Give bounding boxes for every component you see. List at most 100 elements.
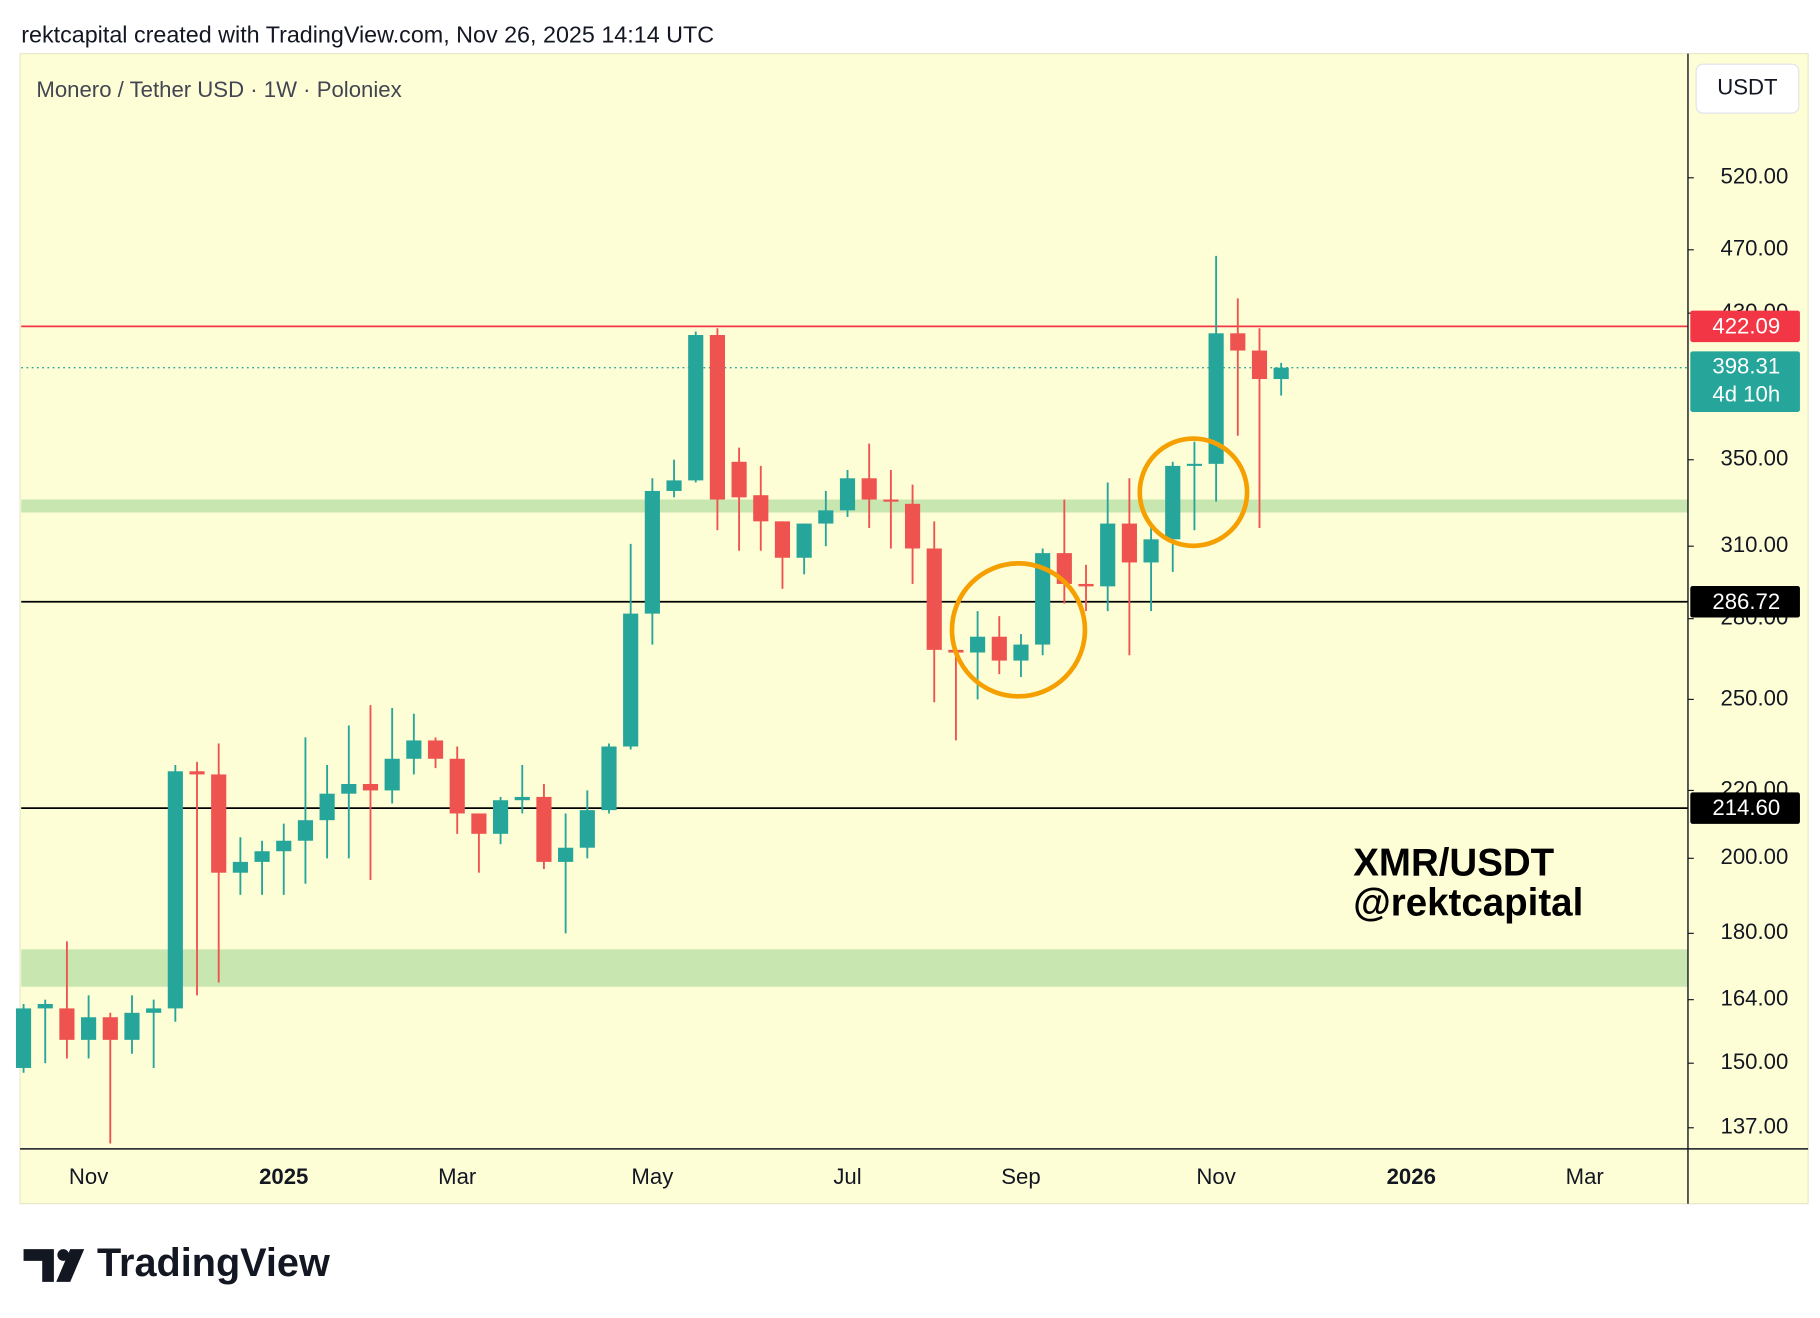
candle-body <box>1165 465 1181 540</box>
candle-body <box>1013 644 1029 661</box>
candle-body <box>796 523 812 558</box>
candle-body <box>362 783 379 791</box>
x-tick-label: Mar <box>438 1164 477 1189</box>
candle-body <box>970 636 986 653</box>
candle-body <box>37 1004 53 1009</box>
candle-body <box>492 800 509 834</box>
x-tick-label: Jul <box>833 1164 861 1189</box>
zones <box>21 499 1688 987</box>
candle-body <box>861 478 877 500</box>
x-axis: Nov 2025 Mar May Jul Sep Nov 2026 Mar <box>69 1164 1605 1189</box>
candle-body <box>146 1008 162 1013</box>
candle-body <box>1078 583 1094 587</box>
x-tick-label: Nov <box>69 1164 108 1189</box>
candle-body <box>1230 333 1246 351</box>
candle-body <box>839 478 856 511</box>
candle-body <box>232 861 248 873</box>
credit: rektcapital created with TradingView.com… <box>21 21 714 47</box>
price-tag <box>1690 351 1800 412</box>
price-tags: 422.09 398.31 4d 10h 286.72 214.60 <box>1690 310 1800 824</box>
price-tag <box>1690 792 1800 824</box>
candle-body <box>601 746 617 811</box>
candle-body <box>384 758 400 791</box>
candle-body <box>709 335 725 500</box>
y-tick-label: 520.00 <box>1720 164 1788 189</box>
candle-body <box>211 774 227 873</box>
candles <box>15 255 1289 1144</box>
brand: TradingView <box>97 1241 330 1285</box>
levels <box>21 325 1688 810</box>
candle-body <box>1251 350 1268 380</box>
annotation: @rektcapital <box>1353 881 1583 924</box>
price-tag-label: 214.60 <box>1712 795 1780 820</box>
y-tick-label: 150.00 <box>1720 1049 1788 1074</box>
candle-body <box>753 495 769 522</box>
y-tick-label: 137.00 <box>1720 1114 1788 1139</box>
price-tag-label: 422.09 <box>1712 313 1780 338</box>
candle-body <box>731 461 747 498</box>
chart-title: Monero / Tether USD · 1W · Poloniex <box>36 77 401 102</box>
currency: USDT <box>1717 75 1778 100</box>
candle-body <box>1273 367 1289 380</box>
candle-body <box>406 740 422 759</box>
x-tick-label: 2026 <box>1387 1164 1436 1189</box>
x-tick-label: May <box>631 1164 674 1189</box>
candle-body <box>102 1017 118 1040</box>
price-tag-label: 286.72 <box>1712 589 1780 614</box>
x-tick-label: 2025 <box>259 1164 308 1189</box>
candle-body <box>1035 553 1051 645</box>
price-tag <box>1690 310 1800 343</box>
candle-body <box>644 490 660 614</box>
x-tick-label: Nov <box>1196 1164 1235 1189</box>
candle-body <box>167 771 183 1009</box>
candle-body <box>536 796 552 862</box>
y-axis: 137.00150.00164.00180.00200.00220.00250.… <box>1687 164 1788 1139</box>
candle-body <box>926 548 942 650</box>
x-tick-label: Mar <box>1566 1164 1605 1189</box>
y-tick-label: 250.00 <box>1720 685 1788 710</box>
candle-body <box>189 771 205 775</box>
candle-body <box>471 813 487 834</box>
candle-body <box>1208 333 1224 464</box>
candle-body <box>319 793 335 821</box>
candle-body <box>623 613 639 747</box>
zone <box>21 949 1688 987</box>
y-tick-label: 310.00 <box>1720 532 1788 557</box>
y-tick-label: 350.00 <box>1720 446 1788 471</box>
candle-body <box>449 758 465 814</box>
currency-box <box>1695 63 1800 114</box>
candle-body <box>1121 523 1137 563</box>
y-tick-label: 180.00 <box>1720 919 1788 944</box>
candle-body <box>558 847 574 862</box>
candle-body <box>1186 463 1203 466</box>
candle-body <box>883 499 899 502</box>
y-tick-label: 470.00 <box>1720 236 1788 261</box>
candle-body <box>514 796 530 801</box>
brand-logo <box>23 1249 85 1282</box>
candle-body <box>124 1012 140 1040</box>
candle-body <box>991 636 1007 661</box>
candle-body <box>297 820 314 841</box>
annotation: XMR/USDT <box>1353 842 1554 885</box>
candle-body <box>59 1008 75 1040</box>
candle-body <box>341 783 357 794</box>
countdown: 4d 10h <box>1712 382 1780 407</box>
x-tick-label: Sep <box>1001 1164 1040 1189</box>
price-tag-label: 398.31 <box>1712 354 1780 379</box>
candle-body <box>1143 539 1159 563</box>
candle-body <box>15 1008 32 1068</box>
y-tick-label: 200.00 <box>1720 844 1788 869</box>
candle-body <box>427 740 444 759</box>
candle-body <box>688 335 704 481</box>
candle-body <box>254 851 270 862</box>
candle-body <box>276 840 292 852</box>
candle-body <box>666 480 682 491</box>
candle-body <box>818 510 834 524</box>
price-tag <box>1690 586 1800 618</box>
candle-body <box>1100 523 1116 587</box>
y-tick-label: 164.00 <box>1720 986 1788 1011</box>
candle-body <box>81 1017 97 1040</box>
candle-body <box>579 810 595 848</box>
